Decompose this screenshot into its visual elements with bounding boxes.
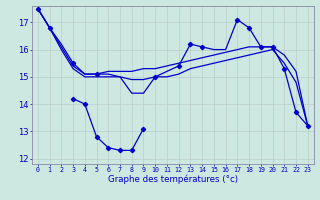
X-axis label: Graphe des températures (°c): Graphe des températures (°c) — [108, 175, 238, 184]
